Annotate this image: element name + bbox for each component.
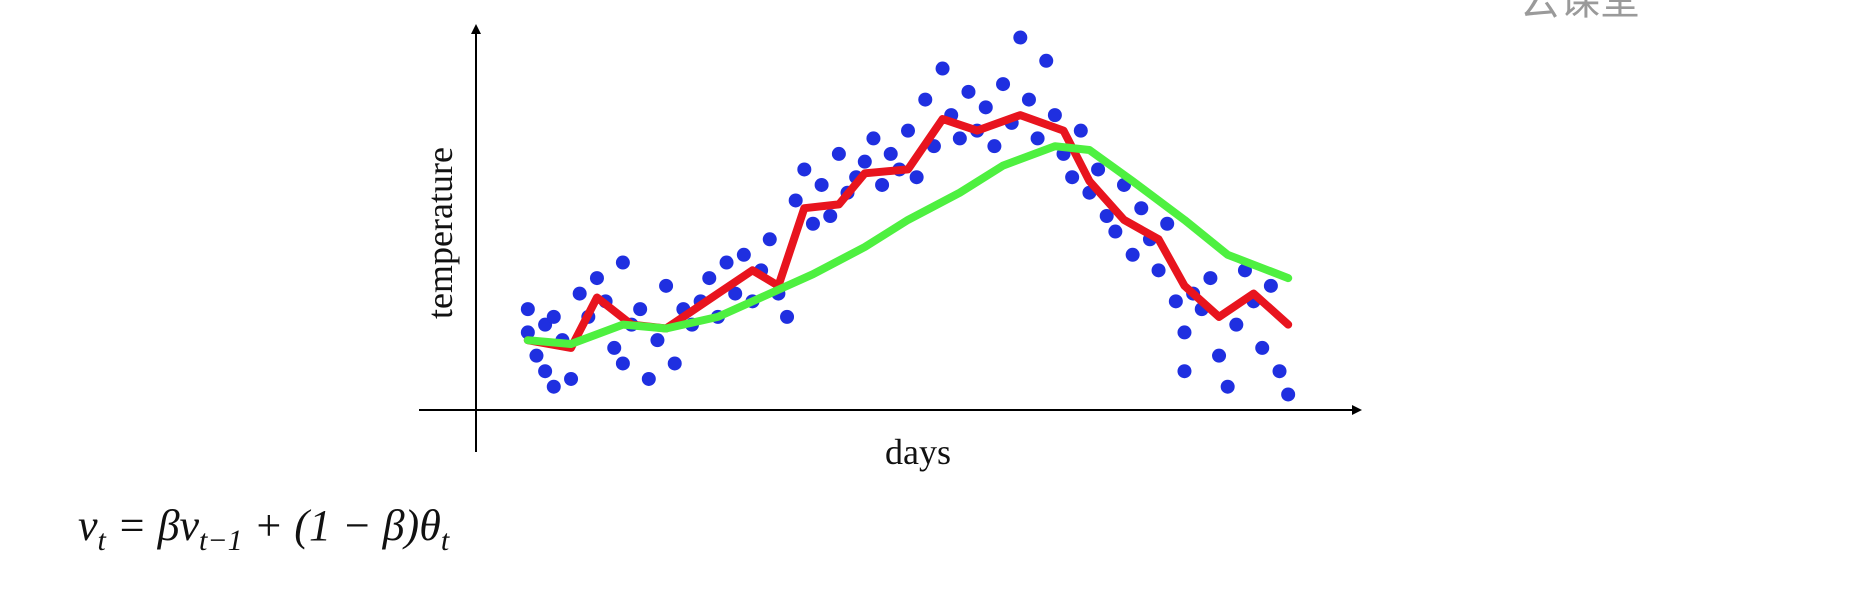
scatter-point: [1229, 317, 1244, 332]
scatter-point: [520, 325, 535, 340]
scatter-point: [641, 371, 656, 386]
scatter-point: [857, 154, 872, 169]
scatter-point: [1151, 263, 1166, 278]
scatter-point: [667, 356, 682, 371]
scatter-point: [546, 379, 561, 394]
scatter-point: [797, 162, 812, 177]
scatter-point: [633, 302, 648, 317]
formula-part: v: [78, 501, 98, 550]
scatter-point: [788, 193, 803, 208]
scatter-point: [883, 146, 898, 161]
scatter-point: [996, 77, 1011, 92]
scatter-point: [978, 100, 993, 115]
scatter-point: [1281, 387, 1296, 402]
y-axis-label: temperature: [420, 147, 460, 319]
scatter-point: [1039, 53, 1054, 68]
scatter-point: [1065, 170, 1080, 185]
scatter-point: [1177, 364, 1192, 379]
formula-subscript: t: [441, 524, 450, 557]
scatter-point: [1220, 379, 1235, 394]
scatter-point: [728, 286, 743, 301]
scatter-point: [572, 286, 587, 301]
scatter-point: [659, 278, 674, 293]
scatter-point: [1099, 209, 1114, 223]
formula-part: = βv: [106, 501, 200, 550]
watermark: 云课堂: [1520, 0, 1640, 24]
scatter-point: [1177, 325, 1192, 340]
scatter-point: [1203, 271, 1218, 286]
scatter-point: [1134, 201, 1149, 216]
formula-subscript: t: [98, 524, 107, 557]
scatter-point: [1272, 364, 1287, 379]
scatter-point: [952, 131, 967, 146]
scatter-point: [1047, 108, 1062, 123]
scatter-point: [564, 371, 579, 386]
scatter-point: [702, 271, 717, 286]
scatter-point: [1125, 247, 1140, 262]
scatter-point: [875, 177, 890, 192]
scatter-point: [1263, 278, 1278, 293]
formula: vt = βvt−1 + (1 − β)θt: [78, 501, 450, 557]
scatter-point: [719, 255, 734, 270]
scatter-point: [909, 170, 924, 185]
scatter-point: [546, 309, 561, 324]
scatter-point: [1212, 348, 1227, 363]
scatter-point: [1030, 131, 1045, 146]
scatter-point: [823, 209, 838, 223]
plot-area: [520, 30, 1296, 402]
scatter-point: [866, 131, 881, 146]
scatter-point: [814, 177, 829, 192]
scatter-point: [1168, 294, 1183, 309]
scatter-point: [1091, 162, 1106, 177]
scatter-point: [780, 309, 795, 324]
scatter-point: [650, 333, 665, 348]
scatter-point: [736, 247, 751, 262]
x-axis-label: days: [885, 432, 951, 472]
formula-part: + (1 − β)θ: [243, 501, 441, 550]
scatter-point: [607, 340, 622, 355]
scatter-point: [901, 123, 915, 138]
scatter-point: [1108, 224, 1123, 239]
scatter-point: [520, 302, 535, 317]
scatter-point: [1073, 123, 1088, 138]
scatter-point: [1021, 92, 1036, 107]
scatter-point: [805, 216, 820, 231]
scatter-point: [615, 356, 630, 371]
scatter-point: [762, 232, 777, 247]
scatter-point: [961, 84, 976, 99]
scatter-point: [1160, 216, 1175, 231]
scatter-point: [831, 146, 846, 161]
scatter-point: [918, 92, 933, 107]
scatter-point: [538, 364, 553, 379]
line: [523, 142, 1293, 348]
scatter-point: [529, 348, 544, 363]
scatter-point: [1013, 30, 1028, 45]
scatter-point: [935, 61, 950, 76]
scatter-point: [615, 255, 630, 270]
scatter-point: [987, 139, 1002, 154]
scatter-point: [589, 271, 604, 286]
formula-subscript: t−1: [199, 524, 243, 557]
scatter-point: [1255, 340, 1270, 355]
